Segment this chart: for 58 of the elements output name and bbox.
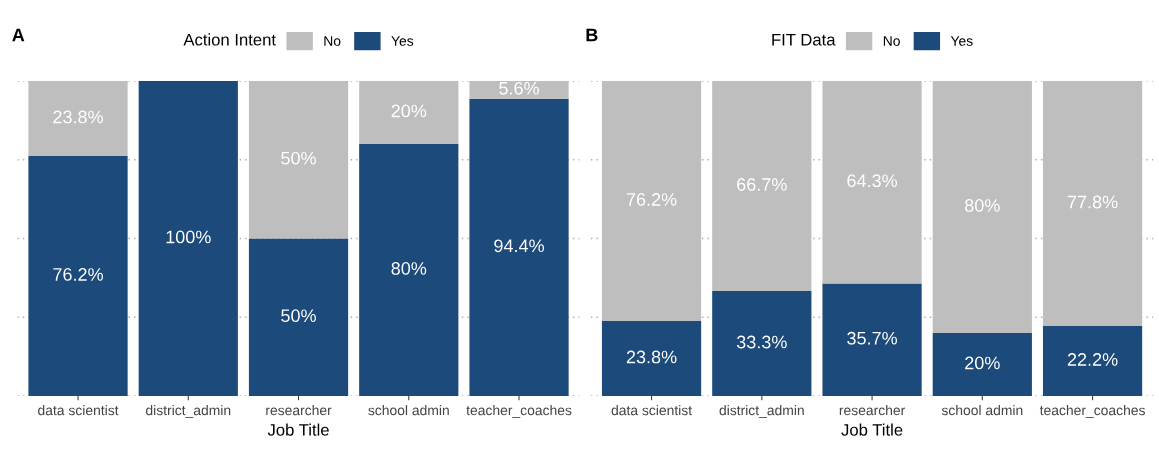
data-label: 35.7% [847, 331, 898, 345]
bar [932, 333, 1032, 396]
bar [932, 81, 1032, 333]
bar [712, 81, 812, 292]
data-label: 20% [965, 356, 1000, 370]
bar [248, 238, 349, 396]
bar [469, 98, 569, 396]
legend-label: No [883, 36, 900, 46]
legend-label: No [324, 36, 341, 46]
bar [601, 81, 702, 322]
x-tick-label: teacher_coaches [1039, 405, 1145, 418]
data-label: 76.2% [53, 268, 103, 281]
x-axis-title: Job Title [267, 423, 329, 436]
data-label: 33.3% [736, 335, 787, 349]
bar [1042, 81, 1143, 327]
data-label: 76.2% [626, 193, 677, 206]
bar [469, 81, 569, 99]
legend-title: Action Intent [183, 33, 276, 46]
legend-label: Yes [391, 36, 414, 46]
bar [359, 81, 459, 144]
x-tick-label: district_admin [146, 405, 231, 418]
data-label: 5.6% [499, 81, 539, 95]
x-tick-label: district_admin [719, 405, 804, 418]
bar [822, 283, 922, 396]
data-label: 94.4% [494, 239, 544, 253]
data-label: 50% [281, 151, 316, 165]
bar [712, 291, 812, 396]
x-axis-title: Job Title [841, 423, 903, 436]
data-label: 50% [281, 309, 316, 323]
x-tick-label: school admin [941, 405, 1023, 416]
bar [28, 81, 128, 156]
data-label: 80% [391, 262, 427, 275]
legend-label: Yes [950, 36, 973, 46]
x-tick-label: teacher_coaches [466, 405, 572, 418]
x-tick-label: data scientist [38, 405, 119, 416]
x-tick-label: school admin [368, 405, 449, 416]
chart-title: A [12, 28, 25, 42]
x-tick-label: data scientist [611, 405, 692, 416]
bar [359, 144, 459, 396]
bar [138, 81, 238, 396]
x-tick-label: researcher [839, 405, 906, 416]
data-label: 23.8% [53, 110, 103, 124]
bar [28, 155, 128, 396]
data-label: 22.2% [1067, 353, 1118, 366]
data-label: 23.8% [626, 350, 677, 364]
bar [1042, 326, 1143, 396]
data-label: 20% [391, 104, 427, 118]
bar [248, 81, 349, 239]
data-label: 66.7% [737, 178, 787, 191]
data-label: 100% [166, 230, 211, 244]
bar [822, 81, 922, 284]
chart-title: B [586, 28, 598, 42]
data-label: 64.3% [847, 174, 898, 188]
data-label: 80% [965, 199, 1000, 212]
data-label: 77.8% [1067, 195, 1118, 209]
legend-title: FIT Data [772, 33, 836, 46]
bar [601, 321, 702, 396]
x-tick-label: researcher [266, 405, 332, 416]
